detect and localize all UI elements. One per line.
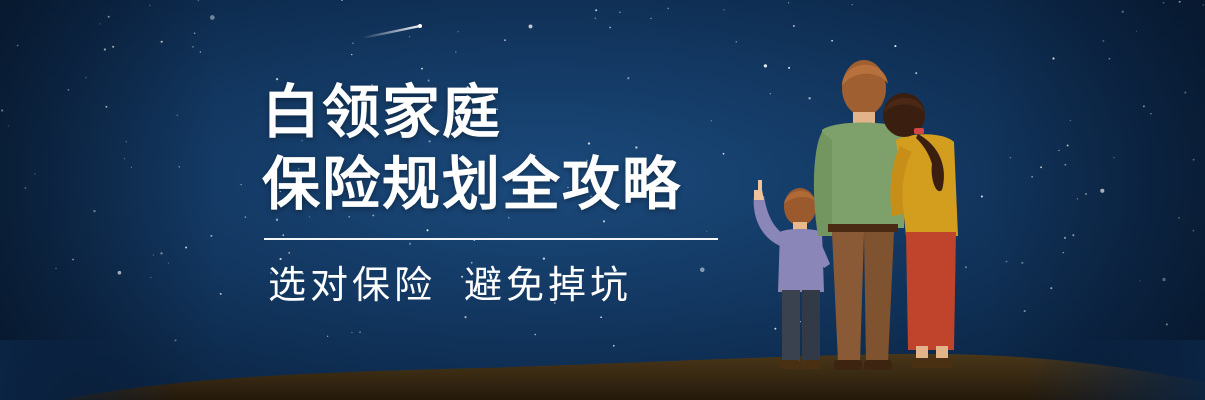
title-line-2: 保险规划全攻略 [262,150,683,218]
subtitle: 选对保险 避免掉坑 [268,262,632,308]
ground-fade [0,340,1205,400]
subtitle-part-1: 选对保险 [268,263,437,307]
mother-figure [883,93,958,368]
title-divider [264,238,718,240]
subtitle-part-2: 避免掉坑 [464,263,633,307]
title-line-1: 白领家庭 [262,78,503,146]
father-figure [813,60,904,370]
child-figure [753,180,830,369]
